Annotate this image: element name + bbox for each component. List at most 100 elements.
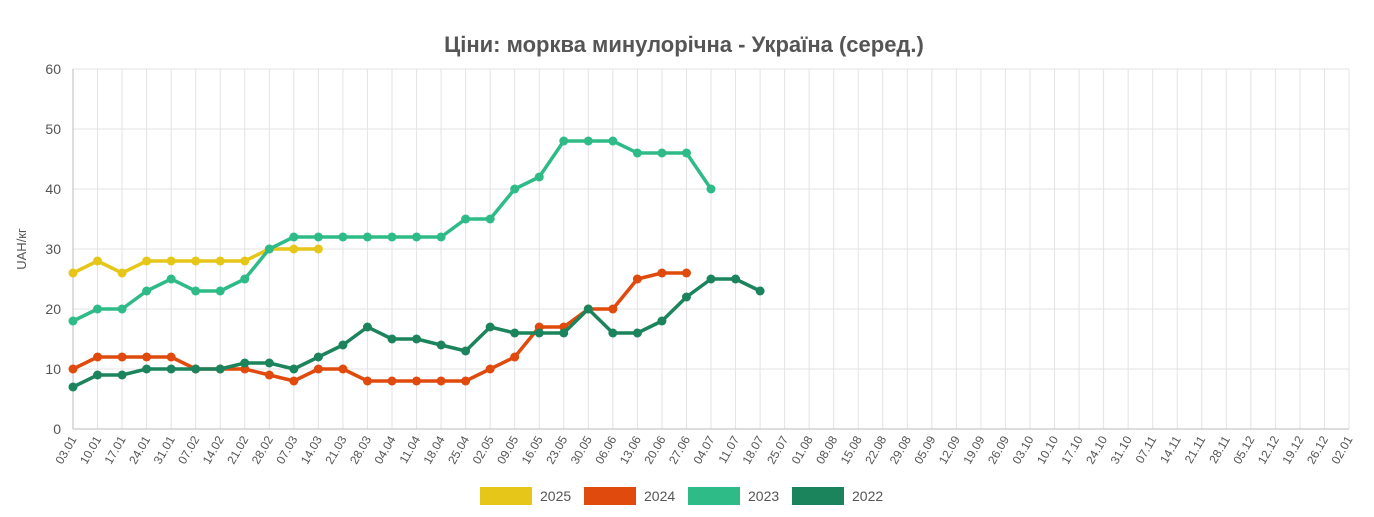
series-line-2024: [71, 271, 689, 383]
x-tick-label: 26.12: [1304, 433, 1331, 466]
y-tick-label: 30: [45, 241, 61, 257]
data-point: [117, 268, 127, 278]
x-tick-label: 12.09: [936, 433, 963, 466]
data-point: [681, 292, 691, 302]
x-tick-label: 06.06: [592, 433, 619, 466]
data-point: [240, 274, 250, 284]
data-point: [338, 364, 348, 374]
x-tick-label: 04.07: [690, 433, 717, 466]
x-tick-label: 18.04: [421, 433, 448, 466]
legend-item-2024[interactable]: 2024: [584, 487, 675, 505]
data-point: [191, 364, 201, 374]
data-point: [93, 352, 103, 362]
data-point: [215, 286, 225, 296]
x-tick-label: 05.09: [911, 433, 938, 466]
data-point: [191, 286, 201, 296]
data-point: [583, 136, 593, 146]
x-tick-label: 03.01: [52, 433, 79, 466]
x-tick-label: 09.05: [494, 433, 521, 466]
data-point: [68, 316, 78, 326]
data-point: [485, 364, 495, 374]
data-point: [117, 304, 127, 314]
x-tick-label: 19.12: [1279, 433, 1306, 466]
x-tick-label: 02.05: [470, 433, 497, 466]
data-point: [534, 172, 544, 182]
x-tick-label: 14.03: [298, 433, 325, 466]
data-point: [289, 232, 299, 242]
x-tick-label: 25.07: [764, 433, 791, 466]
data-point: [93, 304, 103, 314]
x-tick-label: 24.01: [126, 433, 153, 466]
legend-swatch: [480, 487, 532, 505]
data-point: [387, 232, 397, 242]
y-tick-label: 60: [45, 61, 61, 77]
x-tick-label: 21.11: [1182, 433, 1209, 466]
legend-item-2023[interactable]: 2023: [688, 487, 779, 505]
data-point: [93, 370, 103, 380]
data-point: [461, 376, 471, 386]
legend-swatch: [688, 487, 740, 505]
data-point: [657, 316, 667, 326]
x-tick-label: 20.06: [641, 433, 668, 466]
data-point: [313, 244, 323, 254]
data-point: [68, 382, 78, 392]
data-point: [289, 364, 299, 374]
data-point: [706, 184, 716, 194]
x-tick-label: 27.06: [666, 433, 693, 466]
legend-item-2022[interactable]: 2022: [792, 487, 883, 505]
x-tick-label: 08.08: [813, 433, 840, 466]
data-point: [289, 244, 299, 254]
data-point: [166, 364, 176, 374]
data-point: [681, 148, 691, 158]
data-point: [436, 232, 446, 242]
legend: 2025 2024 2023 2022: [480, 487, 883, 505]
x-tick-label: 05.12: [1230, 433, 1257, 466]
x-tick-label: 29.08: [887, 433, 914, 466]
y-tick-label: 20: [45, 301, 61, 317]
data-point: [362, 232, 372, 242]
data-point: [608, 136, 618, 146]
data-point: [240, 358, 250, 368]
legend-label: 2023: [748, 488, 779, 504]
series-group: [68, 136, 765, 392]
data-point: [264, 370, 274, 380]
x-tick-label: 31.01: [151, 433, 178, 466]
data-point: [608, 328, 618, 338]
data-point: [657, 268, 667, 278]
data-point: [534, 328, 544, 338]
data-point: [166, 352, 176, 362]
x-tick-label: 25.04: [445, 433, 472, 466]
data-point: [632, 274, 642, 284]
data-point: [215, 364, 225, 374]
data-point: [313, 352, 323, 362]
data-point: [338, 232, 348, 242]
data-point: [657, 148, 667, 158]
x-tick-label: 28.02: [249, 433, 276, 466]
x-tick-label: 30.05: [568, 433, 595, 466]
x-tick-label: 07.02: [175, 433, 202, 466]
data-point: [117, 352, 127, 362]
x-tick-label: 16.05: [519, 433, 546, 466]
x-tick-label: 23.05: [543, 433, 570, 466]
data-point: [412, 334, 422, 344]
data-point: [681, 268, 691, 278]
data-point: [142, 352, 152, 362]
x-tick-label: 04.04: [371, 433, 398, 466]
data-point: [387, 334, 397, 344]
x-tick-label: 10.10: [1034, 433, 1061, 466]
chart-title: Ціни: морква минулорічна - Україна (сере…: [444, 32, 924, 57]
data-point: [632, 328, 642, 338]
data-point: [436, 340, 446, 350]
data-point: [485, 322, 495, 332]
data-point: [412, 376, 422, 386]
legend-item-2025[interactable]: 2025: [480, 487, 571, 505]
data-point: [68, 268, 78, 278]
legend-label: 2024: [644, 488, 675, 504]
data-point: [436, 376, 446, 386]
data-point: [313, 364, 323, 374]
legend-swatch: [584, 487, 636, 505]
x-tick-label: 17.01: [102, 433, 129, 466]
x-tick-label: 22.08: [862, 433, 889, 466]
